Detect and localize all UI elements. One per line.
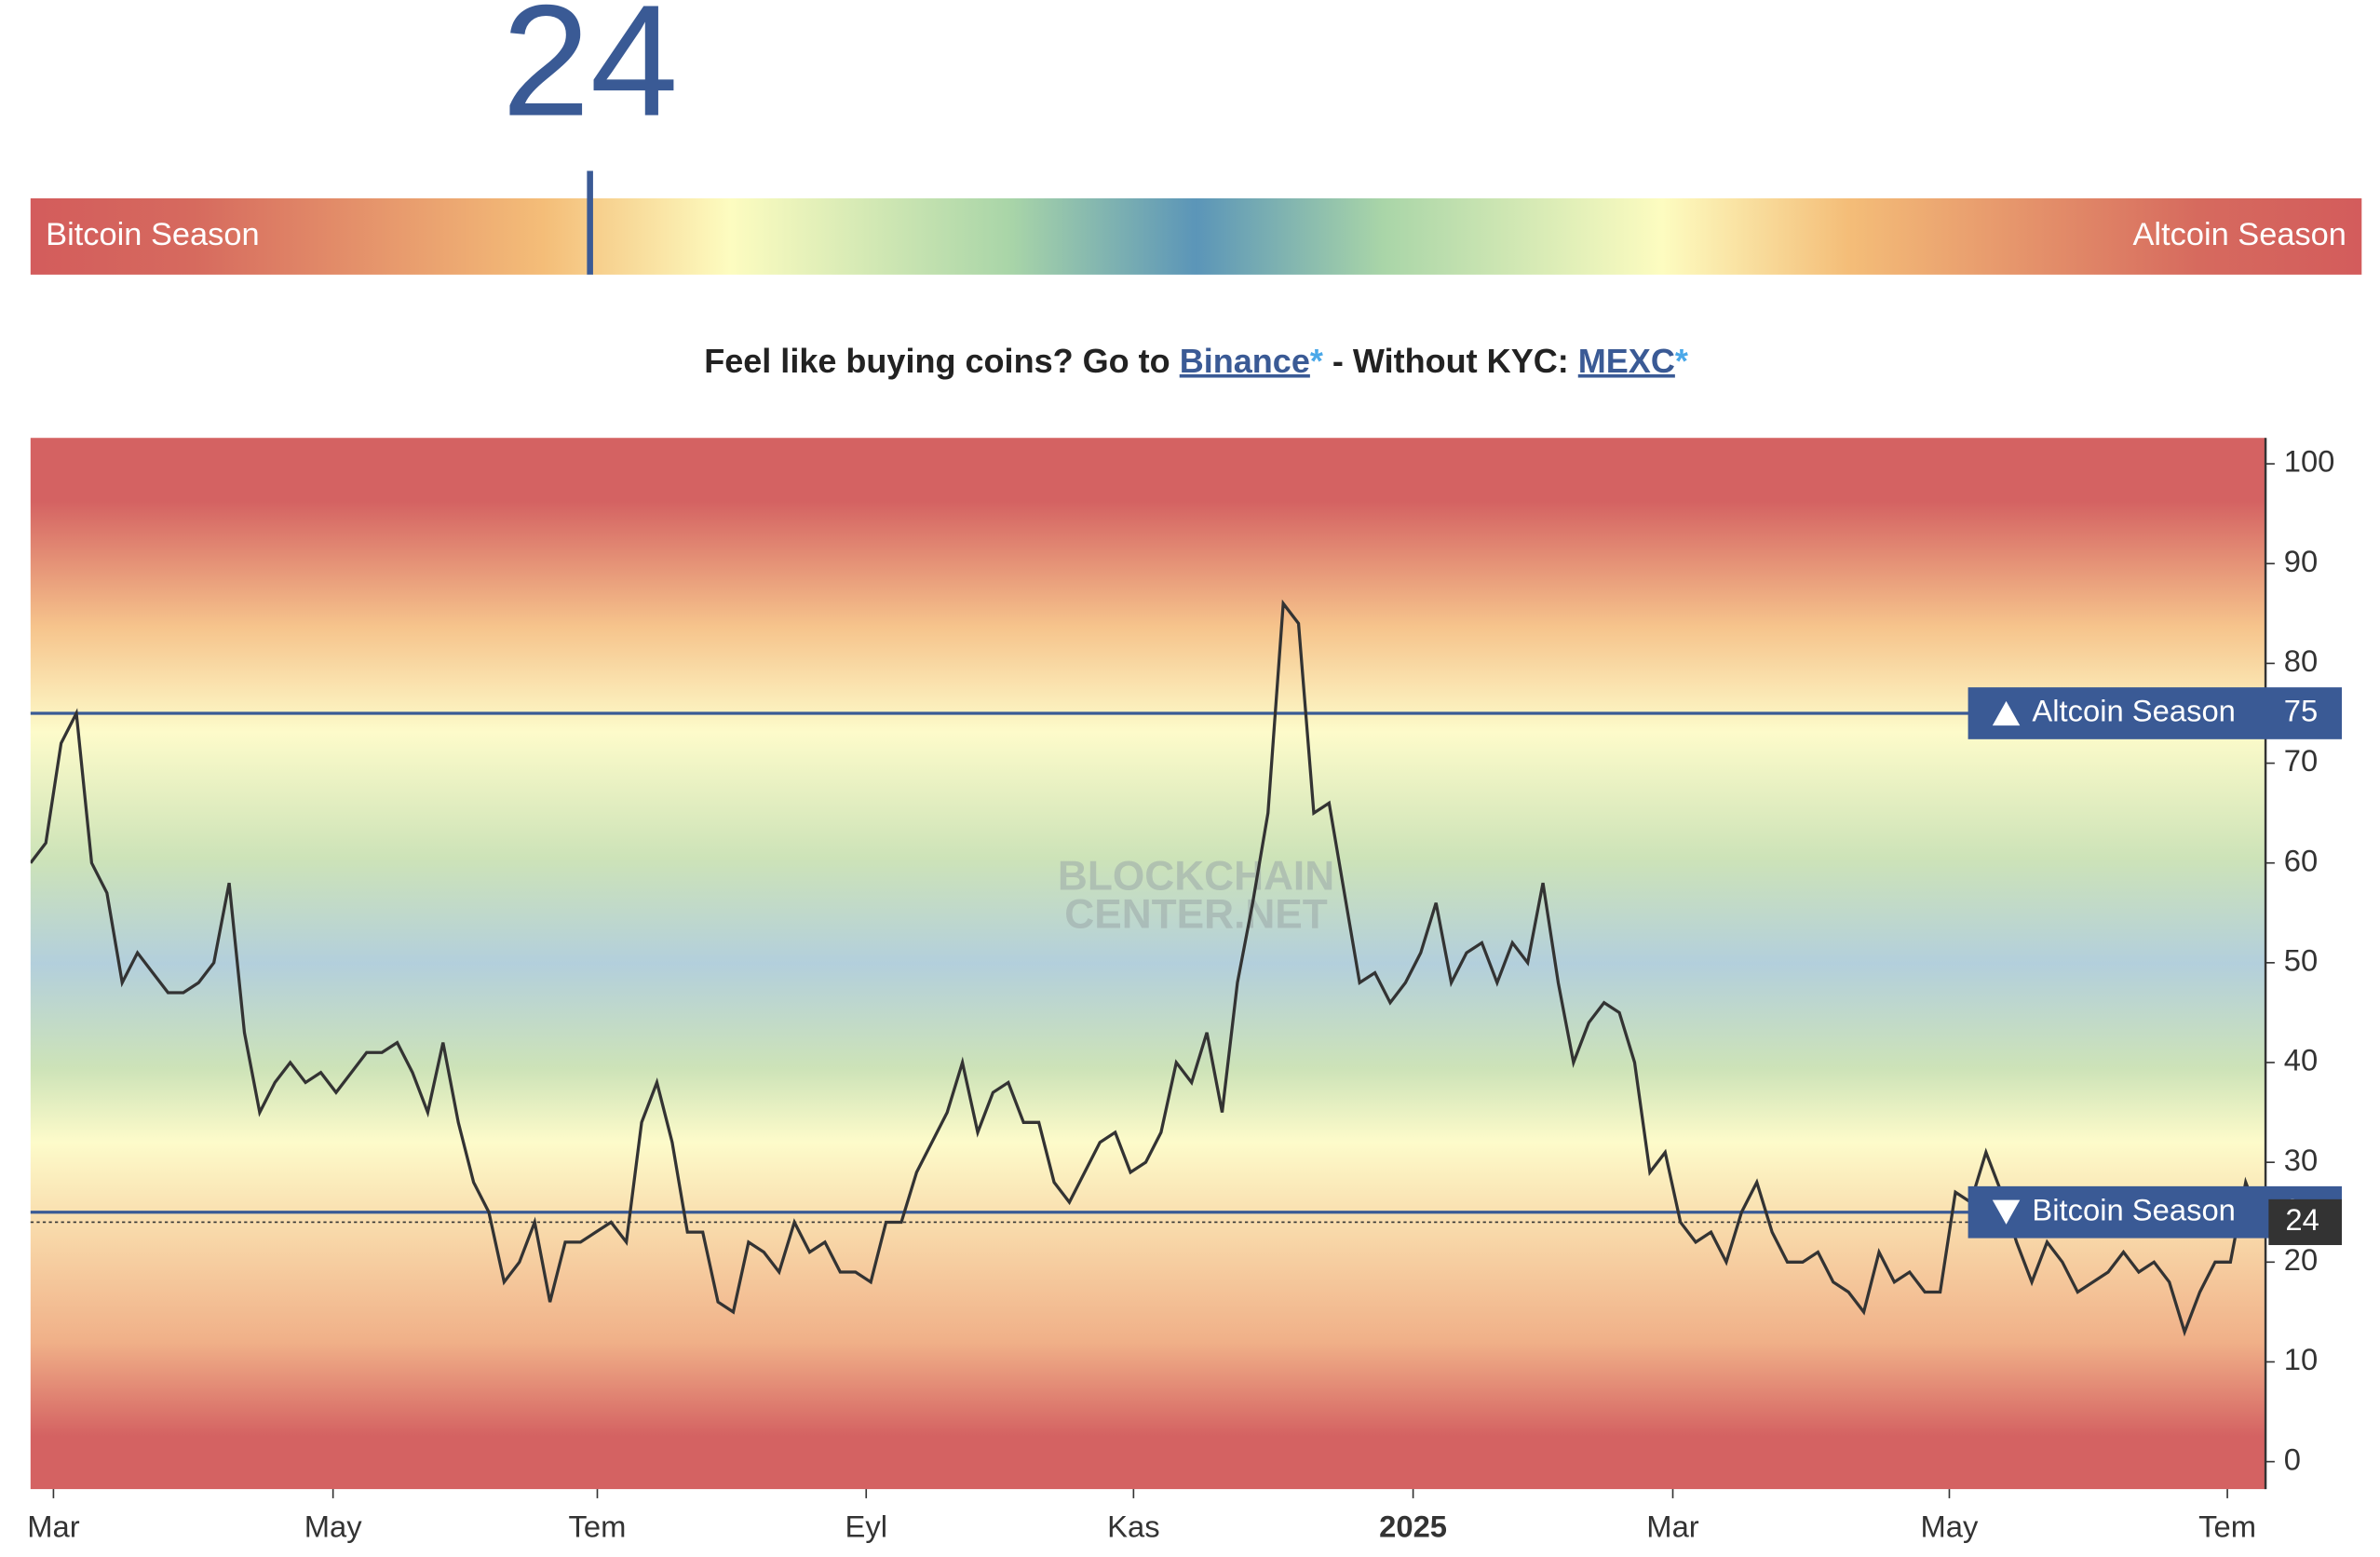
threshold-value: 75 — [2284, 694, 2318, 728]
threshold-arrow — [1992, 700, 2021, 726]
y-tick-label: 70 — [2284, 743, 2318, 778]
x-tick-label: Kas — [1107, 1509, 1159, 1543]
y-tick-label: 30 — [2284, 1143, 2318, 1177]
threshold-label-box — [1968, 687, 2343, 739]
threshold-label: Bitcoin Season — [2032, 1192, 2235, 1226]
y-tick-label: 10 — [2284, 1342, 2318, 1376]
threshold-arrow — [1992, 1199, 2021, 1225]
x-tick-label: Eyl — [845, 1509, 886, 1543]
y-tick-label: 100 — [2284, 444, 2335, 479]
y-tick-label: 60 — [2284, 843, 2318, 877]
y-tick-label: 90 — [2284, 544, 2318, 578]
y-tick-label: 50 — [2284, 943, 2318, 978]
y-tick-label: 0 — [2284, 1442, 2301, 1476]
x-tick-label: Mar — [1646, 1509, 1698, 1543]
plot-background — [30, 438, 2266, 1490]
promo-mark: * — [1310, 341, 1323, 379]
y-tick-label: 80 — [2284, 643, 2318, 678]
gauge-left-label: Bitcoin Season — [46, 217, 259, 252]
x-tick-label: Mar — [27, 1509, 79, 1543]
gauge-right-label: Altcoin Season — [2132, 217, 2346, 252]
promo-link[interactable]: Binance — [1180, 341, 1310, 379]
promo-mark: * — [1675, 341, 1688, 379]
index-value: 24 — [502, 0, 679, 150]
x-tick-label: May — [304, 1509, 362, 1543]
current-value: 24 — [2285, 1202, 2319, 1237]
promo-link[interactable]: MEXC — [1578, 341, 1675, 379]
promo-text: Feel like buying coins? Go to — [704, 341, 1180, 379]
x-tick-label: Tem — [2198, 1509, 2256, 1543]
y-tick-label: 20 — [2284, 1242, 2318, 1277]
promo-text: - Without KYC: — [1323, 341, 1578, 379]
promo: Feel like buying coins? Go to Binance* -… — [704, 341, 1688, 379]
watermark: BLOCKCHAIN — [1058, 853, 1334, 899]
series-line — [30, 599, 2263, 1337]
x-tick-label: 2025 — [1379, 1509, 1447, 1543]
threshold-label: Altcoin Season — [2032, 694, 2235, 728]
gauge-bar — [30, 197, 2362, 275]
y-tick-label: 40 — [2284, 1043, 2318, 1077]
x-tick-label: May — [1921, 1509, 1979, 1543]
x-tick-label: Tem — [569, 1509, 627, 1543]
watermark: CENTER.NET — [1064, 891, 1328, 937]
current-box — [2268, 1198, 2343, 1246]
